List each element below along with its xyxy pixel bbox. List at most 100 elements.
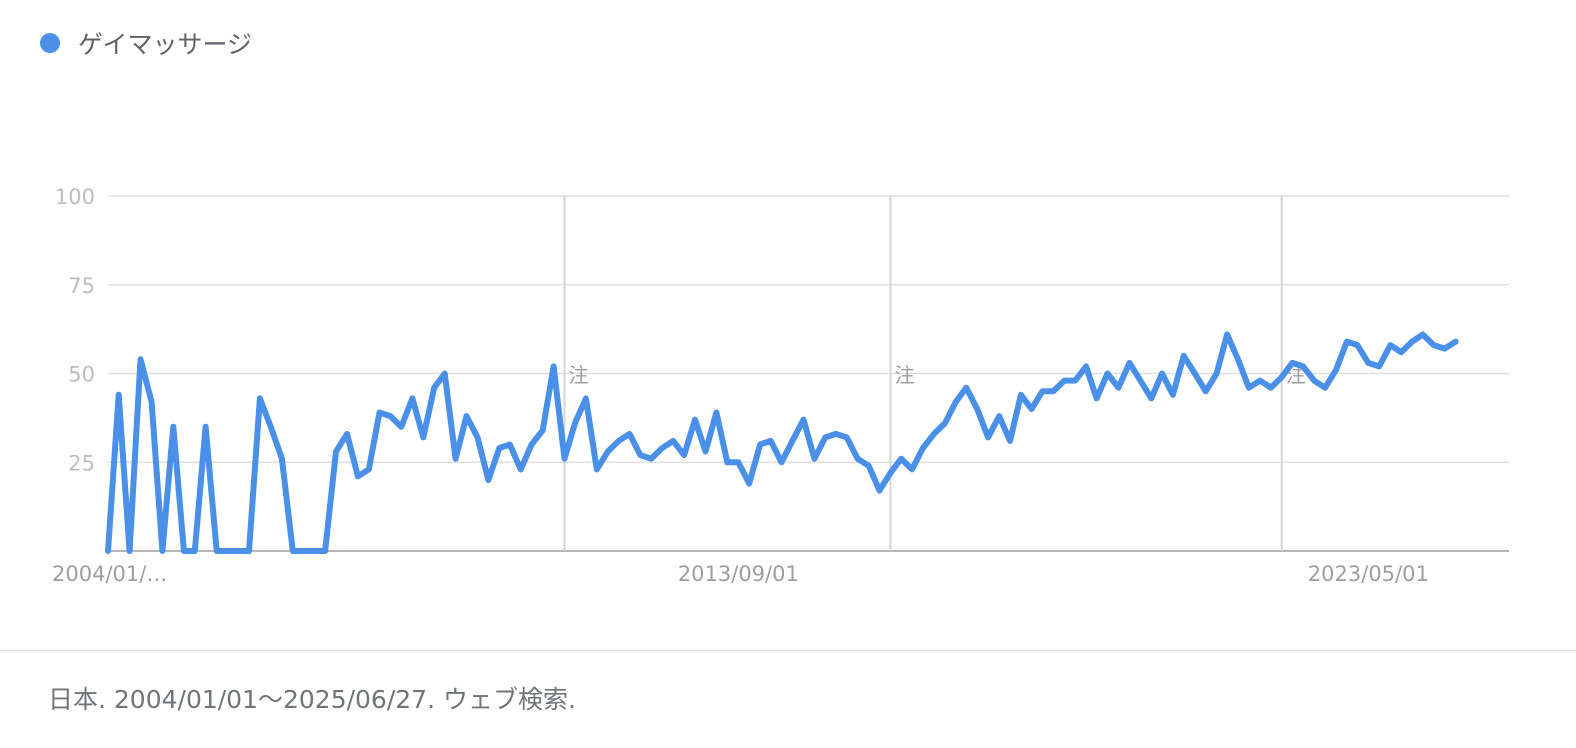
- data-point: [226, 549, 230, 553]
- data-point: [682, 453, 686, 457]
- data-point: [1388, 343, 1392, 347]
- data-point: [1008, 439, 1012, 443]
- data-point: [139, 357, 143, 361]
- chart-series: [105, 331, 1459, 554]
- data-point: [1171, 393, 1175, 397]
- data-point: [845, 435, 849, 439]
- data-point: [649, 457, 653, 461]
- data-point: [1062, 379, 1066, 383]
- legend-color-dot: [40, 33, 60, 53]
- data-point: [802, 418, 806, 422]
- data-point: [106, 549, 110, 553]
- data-point: [1225, 333, 1229, 337]
- data-point: [769, 439, 773, 443]
- data-point: [508, 443, 512, 447]
- data-point: [1410, 340, 1414, 344]
- data-point: [606, 450, 610, 454]
- annotation-label: 注: [568, 363, 588, 387]
- data-point: [736, 460, 740, 464]
- data-point: [182, 549, 186, 553]
- data-point: [1269, 386, 1273, 390]
- data-point: [1149, 396, 1153, 400]
- data-point: [258, 396, 262, 400]
- data-point: [497, 446, 501, 450]
- data-point: [1138, 379, 1142, 383]
- data-point: [150, 400, 154, 404]
- data-point: [1421, 333, 1425, 337]
- data-point: [378, 411, 382, 415]
- y-tick-label: 25: [68, 451, 95, 475]
- data-point: [671, 439, 675, 443]
- data-point: [367, 467, 371, 471]
- data-point: [997, 414, 1001, 418]
- legend-series-label[interactable]: ゲイマッサージ: [78, 30, 253, 59]
- data-point: [780, 460, 784, 464]
- x-tick-label: 2013/09/01: [678, 562, 799, 586]
- x-tick-label: 2004/01/…: [52, 562, 167, 586]
- data-point: [1106, 372, 1110, 376]
- data-point: [628, 432, 632, 436]
- data-point: [519, 467, 523, 471]
- data-point: [1204, 389, 1208, 393]
- data-point: [812, 457, 816, 461]
- data-point: [878, 489, 882, 493]
- data-point: [563, 457, 567, 461]
- data-point: [1247, 386, 1251, 390]
- data-point: [1160, 372, 1164, 376]
- data-point: [888, 471, 892, 475]
- chart-grid: [108, 195, 1509, 552]
- data-point: [758, 443, 762, 447]
- data-point: [1301, 364, 1305, 368]
- data-point: [704, 450, 708, 454]
- data-point: [1030, 407, 1034, 411]
- data-point: [584, 396, 588, 400]
- data-point: [693, 418, 697, 422]
- data-point: [443, 372, 447, 376]
- data-point: [291, 549, 295, 553]
- data-point: [171, 425, 175, 429]
- data-point: [204, 425, 208, 429]
- data-point: [1116, 386, 1120, 390]
- data-point: [128, 549, 132, 553]
- data-point: [465, 414, 469, 418]
- data-point: [280, 457, 284, 461]
- data-point: [638, 453, 642, 457]
- data-point: [975, 407, 979, 411]
- data-point: [1073, 379, 1077, 383]
- data-point: [356, 474, 360, 478]
- y-tick-label: 100: [55, 185, 95, 209]
- data-point: [247, 549, 251, 553]
- data-point: [1312, 379, 1316, 383]
- data-point: [117, 393, 121, 397]
- data-point: [1290, 361, 1294, 365]
- data-point: [432, 386, 436, 390]
- data-point: [1366, 361, 1370, 365]
- data-point: [1432, 343, 1436, 347]
- data-point: [334, 450, 338, 454]
- data-point: [269, 425, 273, 429]
- data-point: [932, 432, 936, 436]
- chart-legend: ゲイマッサージ: [40, 26, 252, 60]
- y-tick-label: 50: [68, 363, 95, 387]
- data-point: [617, 439, 621, 443]
- y-tick-label: 75: [68, 274, 95, 298]
- data-point: [986, 435, 990, 439]
- data-point: [193, 549, 197, 553]
- data-point: [1095, 396, 1099, 400]
- data-point: [530, 443, 534, 447]
- data-point: [747, 482, 751, 486]
- data-point: [910, 467, 914, 471]
- x-tick-label: 2023/05/01: [1308, 562, 1429, 586]
- data-point: [573, 421, 577, 425]
- data-point: [867, 464, 871, 468]
- data-point: [834, 432, 838, 436]
- data-point: [921, 446, 925, 450]
- data-point: [1323, 386, 1327, 390]
- data-point: [1334, 368, 1338, 372]
- data-point: [421, 435, 425, 439]
- data-point: [476, 435, 480, 439]
- data-point: [1193, 372, 1197, 376]
- data-point: [1399, 350, 1403, 354]
- data-point: [964, 386, 968, 390]
- data-point: [790, 439, 794, 443]
